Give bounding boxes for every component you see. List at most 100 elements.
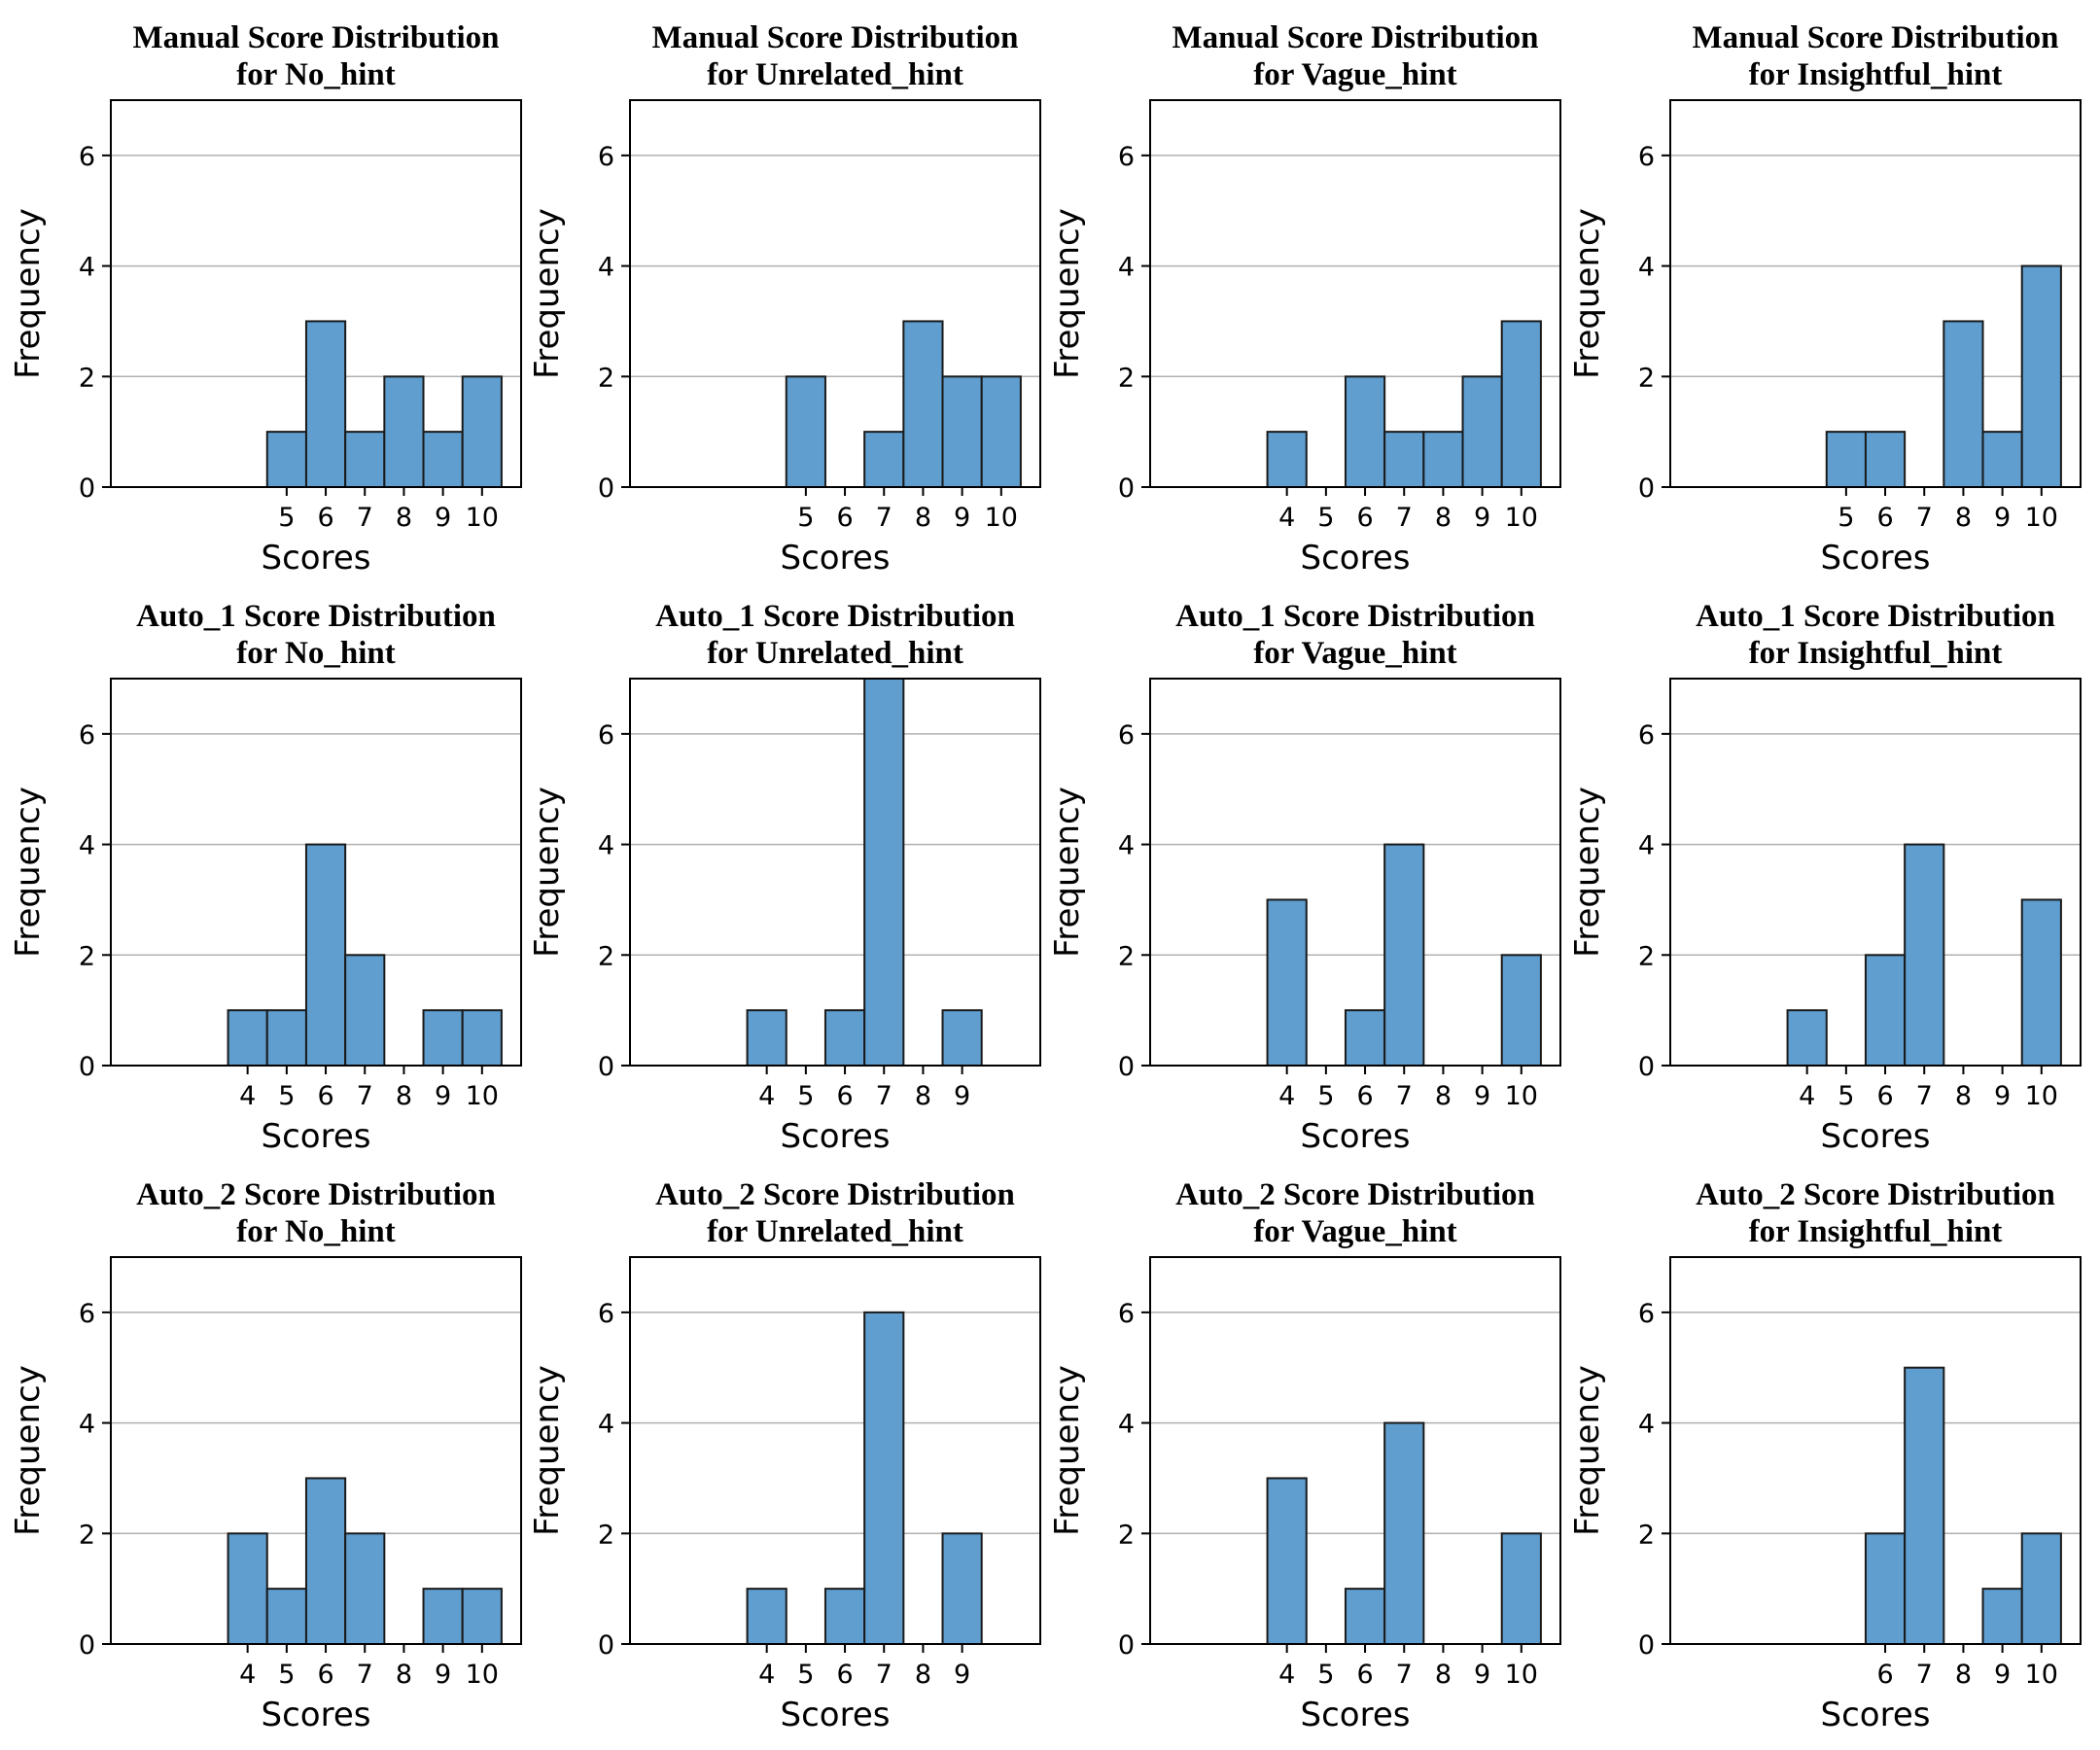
chart-6-xtick-label: 7 [1396, 1081, 1413, 1111]
chart-6-ylabel: Frequency [1048, 787, 1087, 958]
chart-6-title-line: Auto_1 Score Distribution [1175, 599, 1535, 634]
chart-0-ytick-label: 2 [79, 363, 95, 393]
chart-10-xtick-label: 5 [1317, 1660, 1334, 1690]
chart-2-ytick-label: 0 [1118, 473, 1135, 504]
chart-5-ytick-label: 6 [598, 720, 614, 751]
chart-9-xlabel: Scores [781, 1696, 891, 1734]
chart-4-xtick-label: 7 [357, 1081, 373, 1111]
chart-8-xtick-label: 10 [466, 1660, 499, 1690]
chart-3-xtick-label: 5 [1838, 503, 1854, 533]
chart-2-title-line: for Vague_hint [1253, 57, 1456, 92]
chart-4-ytick-label: 0 [79, 1052, 95, 1082]
chart-4-xtick-label: 5 [278, 1081, 295, 1111]
chart-11-bar [1981, 1588, 2023, 1645]
chart-10-ylabel: Frequency [1048, 1365, 1087, 1536]
chart-0-axes-frame [110, 99, 522, 488]
chart-8-bar [304, 1477, 347, 1646]
chart-8-bar [344, 1532, 386, 1646]
chart-2-xlabel: Scores [1301, 539, 1411, 578]
chart-10-xtick-label: 9 [1474, 1660, 1490, 1690]
chart-8-title-line: for No_hint [236, 1214, 396, 1249]
chart-10-bar [1266, 1477, 1308, 1646]
chart-2-axes-frame [1149, 99, 1561, 488]
chart-9-ytick-label: 0 [598, 1630, 614, 1661]
chart-11-bar [1904, 1366, 1945, 1645]
chart-10-xtick-label: 6 [1356, 1660, 1373, 1690]
chart-0-xtick-label: 10 [466, 503, 499, 533]
chart-0-title-line: Manual Score Distribution [132, 20, 499, 55]
chart-9-xtick-label: 5 [797, 1660, 814, 1690]
chart-7-bar [1904, 843, 1945, 1067]
chart-8-ylabel: Frequency [9, 1365, 48, 1536]
chart-4-bar [265, 1009, 307, 1067]
chart-1-ytick-label: 2 [598, 363, 614, 393]
chart-4-title-line: for No_hint [236, 636, 396, 671]
chart-3-xtick-label: 8 [1955, 503, 1972, 533]
chart-11-ytick-label: 6 [1638, 1299, 1655, 1329]
chart-10-ytick-label: 0 [1118, 1630, 1135, 1661]
chart-5-bar [941, 1009, 983, 1067]
chart-2-xtick-label: 7 [1396, 503, 1413, 533]
chart-5-bar [823, 1009, 866, 1067]
chart-7-xtick-label: 8 [1955, 1081, 1972, 1111]
chart-10-xtick-label: 10 [1505, 1660, 1538, 1690]
chart-1-bar [902, 320, 944, 488]
chart-11-xtick-label: 6 [1876, 1660, 1893, 1690]
chart-2-xtick-label: 5 [1317, 503, 1334, 533]
chart-3-xtick-label: 9 [1994, 503, 2011, 533]
chart-5-ytick-label: 2 [598, 941, 614, 971]
chart-1-xtick-label: 7 [876, 503, 892, 533]
chart-3-ytick-label: 4 [1638, 253, 1655, 283]
chart-2-xtick-label: 6 [1356, 503, 1373, 533]
chart-8-bar [265, 1588, 307, 1645]
chart-11-axes-frame [1669, 1256, 2082, 1645]
chart-8-bar [422, 1588, 464, 1645]
chart-1-bar [863, 431, 905, 488]
chart-7-xtick-label: 7 [1916, 1081, 1933, 1111]
chart-11-ylabel: Frequency [1568, 1365, 1607, 1536]
chart-0-bar [383, 375, 425, 488]
chart-1-xlabel: Scores [781, 539, 891, 578]
chart-7-xtick-label: 5 [1838, 1081, 1854, 1111]
chart-1-ylabel: Frequency [528, 208, 567, 379]
chart-1-axes-frame [629, 99, 1041, 488]
chart-11-ytick-label: 0 [1638, 1630, 1655, 1661]
chart-2-xtick-label: 9 [1474, 503, 1490, 533]
chart-2-ytick-label: 4 [1118, 253, 1135, 283]
chart-6-bar [1266, 898, 1308, 1068]
chart-6-bar [1383, 843, 1425, 1067]
chart-0-title-line: for No_hint [236, 57, 396, 92]
chart-5-axes-frame [629, 678, 1041, 1067]
chart-8-bar [461, 1588, 503, 1645]
chart-9-ytick-label: 4 [598, 1410, 614, 1440]
chart-2-bar [1344, 375, 1386, 488]
chart-1-bar [980, 375, 1022, 488]
chart-8-xlabel: Scores [262, 1696, 371, 1734]
chart-4-ylabel: Frequency [9, 787, 48, 958]
chart-10-title-line: for Vague_hint [1253, 1214, 1456, 1249]
chart-7-xtick-label: 4 [1799, 1081, 1815, 1111]
chart-2-ytick-label: 2 [1118, 363, 1135, 393]
chart-10-xtick-label: 8 [1435, 1660, 1452, 1690]
chart-9-xtick-label: 7 [876, 1660, 892, 1690]
chart-3-xtick-label: 7 [1916, 503, 1933, 533]
chart-8-axes-frame [110, 1256, 522, 1645]
chart-5-xtick-label: 9 [954, 1081, 970, 1111]
chart-4-ytick-label: 2 [79, 941, 95, 971]
chart-6-xtick-label: 5 [1317, 1081, 1334, 1111]
chart-9-title-line: Auto_2 Score Distribution [655, 1177, 1015, 1212]
chart-2-xtick-label: 8 [1435, 503, 1452, 533]
chart-2-title-line: Manual Score Distribution [1172, 20, 1538, 55]
chart-4-bar [422, 1009, 464, 1067]
chart-8-xtick-label: 5 [278, 1660, 295, 1690]
chart-1-ytick-label: 0 [598, 473, 614, 504]
chart-5-xtick-label: 5 [797, 1081, 814, 1111]
chart-3-title-line: Manual Score Distribution [1692, 20, 2058, 55]
chart-3-xtick-label: 10 [2025, 503, 2058, 533]
chart-8-xtick-label: 4 [239, 1660, 256, 1690]
chart-9-axes-frame [629, 1256, 1041, 1645]
chart-4-bar [461, 1009, 503, 1067]
chart-11-title-line: Auto_2 Score Distribution [1696, 1177, 2055, 1212]
chart-2-xtick-label: 4 [1278, 503, 1295, 533]
